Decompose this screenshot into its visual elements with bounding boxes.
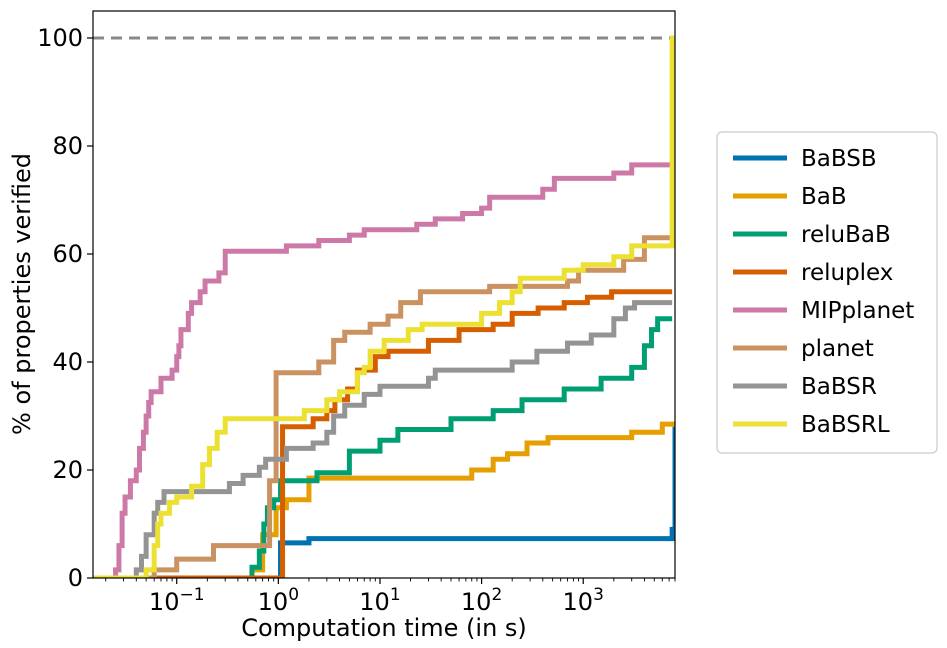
series-layer <box>93 35 675 578</box>
series-line-babsrl <box>93 35 675 578</box>
y-axis-label: % of properties verified <box>8 153 36 435</box>
plot-frame <box>92 10 676 579</box>
y-tick-label: 60 <box>52 240 83 268</box>
y-tick-label: 0 <box>68 564 83 592</box>
legend-label-mipplanet: MIPplanet <box>801 298 914 324</box>
x-tick-label: 100 <box>258 585 299 616</box>
series-line-babsr <box>93 300 673 578</box>
legend-label-babsr: BaBSR <box>801 374 877 400</box>
series-line-babsb <box>93 426 675 578</box>
x-tick-label: 10−1 <box>149 585 205 616</box>
x-tick-label: 103 <box>563 585 604 616</box>
series-line-reluplex <box>93 289 673 578</box>
legend-label-babsrl: BaBSRL <box>801 412 890 438</box>
legend-label-relubab: reluBaB <box>801 222 891 248</box>
y-tick-label: 20 <box>52 456 83 484</box>
series-line-bab <box>93 421 675 578</box>
x-axis-label: Computation time (in s) <box>241 614 527 642</box>
x-tick-label: 101 <box>359 585 400 616</box>
x-axis: 10−1 100 101 102 103 <box>105 578 676 616</box>
legend-label-planet: planet <box>801 336 874 362</box>
legend-label-bab: BaB <box>801 184 847 210</box>
y-tick-label: 40 <box>52 348 83 376</box>
series-line-relubab <box>93 316 673 578</box>
legend: BaBSB BaB reluBaB reluplex MIPplanet planet Ba… <box>716 131 938 454</box>
legend-label-babsb: BaBSB <box>801 146 877 172</box>
y-tick-label: 80 <box>52 132 83 160</box>
legend-frame <box>716 131 938 454</box>
series-line-mipplanet <box>93 162 673 578</box>
y-axis: 0 20 40 60 80 100 <box>37 24 93 592</box>
legend-label-reluplex: reluplex <box>801 260 893 286</box>
x-tick-label: 102 <box>461 585 502 616</box>
series-line-planet <box>93 235 673 578</box>
y-tick-label: 100 <box>37 24 83 52</box>
